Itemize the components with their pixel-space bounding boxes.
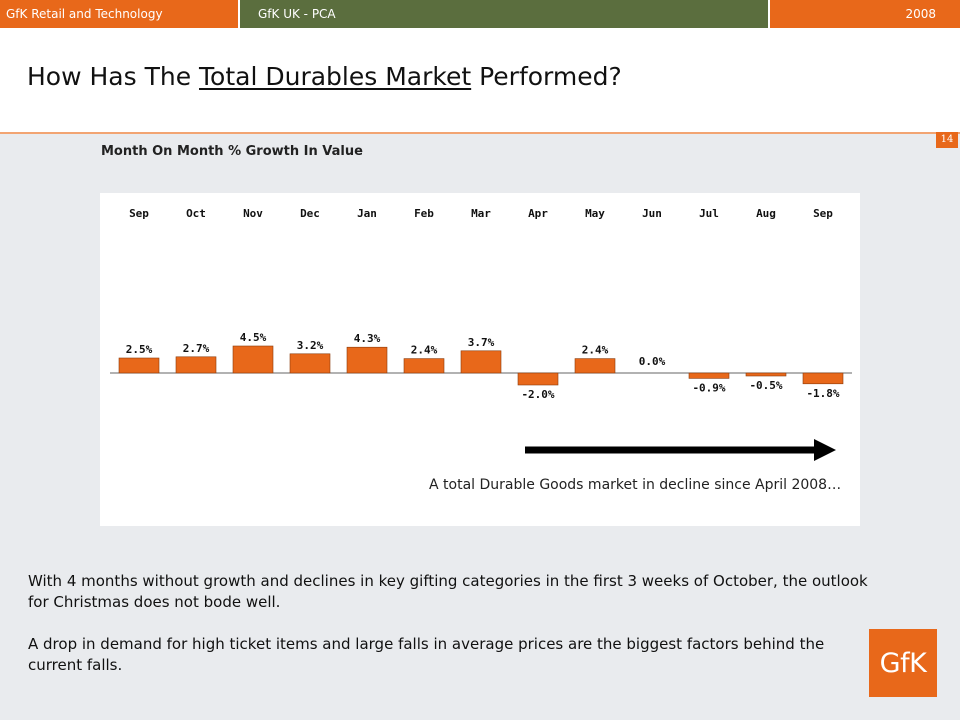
data-label: 2.7% <box>183 342 210 355</box>
data-label: 2.5% <box>126 343 153 356</box>
bar <box>745 372 787 377</box>
data-label: 2.4% <box>582 344 609 357</box>
commentary-paragraph-1: With 4 months without growth and decline… <box>28 572 868 611</box>
x-tick-label: Jun <box>642 207 662 220</box>
x-tick-label: Oct <box>186 207 206 220</box>
commentary-paragraph-2: A drop in demand for high ticket items a… <box>28 635 825 674</box>
data-label: 3.2% <box>297 339 324 352</box>
bar <box>574 358 616 374</box>
data-label: -0.5% <box>749 379 782 392</box>
x-tick-label: Aug <box>756 207 776 220</box>
decline-arrow <box>525 439 836 461</box>
bar <box>460 350 502 374</box>
data-label: -1.8% <box>806 387 839 400</box>
bar <box>688 372 730 379</box>
page-number: 14 <box>936 132 958 148</box>
title-prefix: How Has The <box>27 62 200 91</box>
header-bar: GfK Retail and Technology GfK UK - PCA 2… <box>0 0 960 28</box>
chart-panel: Sep Oct Nov Dec Jan Feb Mar Apr May Jun Jul Aug Sep … <box>100 193 860 526</box>
title-suffix: Performed? <box>471 62 622 91</box>
x-tick-label: Dec <box>300 207 320 220</box>
header-section: GfK UK - PCA <box>238 0 768 28</box>
header-year: 2008 <box>768 0 960 28</box>
x-tick-label: Sep <box>129 207 149 220</box>
header-company: GfK Retail and Technology <box>0 0 238 28</box>
commentary: With 4 months without growth and decline… <box>28 571 868 697</box>
bar <box>289 353 331 374</box>
gfk-logo: GfK <box>869 629 937 697</box>
x-tick-label: May <box>585 207 605 220</box>
bar <box>346 346 388 374</box>
bar <box>232 345 274 374</box>
chart-annotation: A total Durable Goods market in decline … <box>429 477 841 493</box>
data-label: 4.3% <box>354 332 381 345</box>
data-label: -2.0% <box>521 388 554 401</box>
bar <box>118 357 160 374</box>
x-tick-label: Sep <box>813 207 833 220</box>
data-label: 2.4% <box>411 344 438 357</box>
chart-title: Month On Month % Growth In Value <box>101 144 363 159</box>
slide-title: How Has The Total Durables Market Perfor… <box>27 62 622 91</box>
data-label: 3.7% <box>468 336 495 349</box>
x-tick-label: Jul <box>699 207 719 220</box>
bar <box>175 356 217 374</box>
data-label: -0.9% <box>692 381 725 394</box>
data-label: 0.0% <box>639 355 666 368</box>
title-underlined: Total Durables Market <box>199 62 472 91</box>
bar <box>802 372 844 385</box>
x-tick-label: Apr <box>528 207 548 220</box>
x-tick-label: Nov <box>243 207 263 220</box>
data-label: 4.5% <box>240 331 267 344</box>
x-tick-label: Jan <box>357 207 377 220</box>
bar <box>517 372 559 386</box>
bar <box>403 358 445 374</box>
x-tick-label: Feb <box>414 207 434 220</box>
bar-chart: Sep Oct Nov Dec Jan Feb Mar Apr May Jun Jul Aug Sep … <box>110 207 852 493</box>
x-tick-label: Mar <box>471 207 491 220</box>
title-area: How Has The Total Durables Market Perfor… <box>0 28 960 134</box>
